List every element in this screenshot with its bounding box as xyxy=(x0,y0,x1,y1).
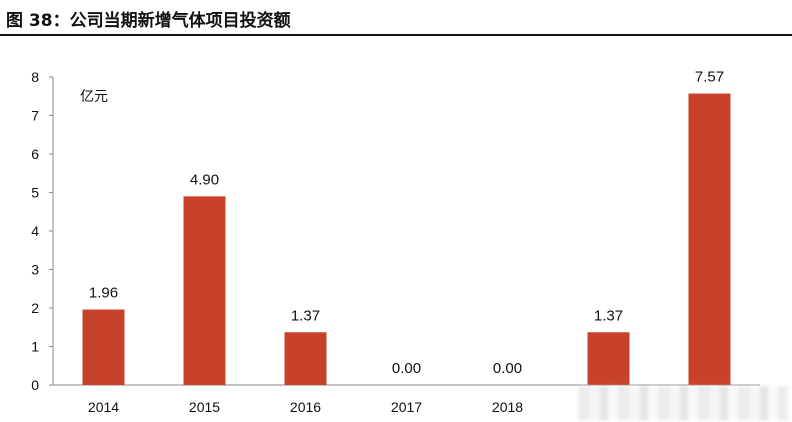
bar-value-label: 0.00 xyxy=(493,360,522,377)
watermark-blur xyxy=(578,386,788,420)
y-tick-label: 0 xyxy=(31,377,39,393)
title-divider xyxy=(0,34,792,36)
y-tick-label: 6 xyxy=(31,146,39,162)
y-tick-label: 5 xyxy=(31,185,39,201)
y-tick-label: 1 xyxy=(31,339,39,355)
y-tick-label: 7 xyxy=(31,108,39,124)
bar xyxy=(688,93,731,386)
bar-value-label: 7.57 xyxy=(695,69,724,86)
bar-value-label: 4.90 xyxy=(190,171,219,188)
bar xyxy=(284,332,327,385)
x-category-label: 2018 xyxy=(492,399,523,415)
y-unit-label: 亿元 xyxy=(80,89,108,105)
x-category-label: 2017 xyxy=(391,399,422,415)
x-category-label: 2016 xyxy=(290,399,321,415)
bar xyxy=(82,309,125,385)
bar xyxy=(183,196,226,385)
chart-axes xyxy=(49,76,760,386)
y-tick-label: 2 xyxy=(31,300,39,316)
chart-labels: 0 1 2 3 4 5 6 7 8 亿元 1.96 2014 4.90 2015 1.37 2016 0.00 2… xyxy=(31,69,724,415)
figure-title: 图 38：公司当期新增气体项目投资额 xyxy=(6,11,291,31)
bar xyxy=(587,332,630,385)
bar-value-label: 1.96 xyxy=(89,285,118,302)
bar-value-label: 1.37 xyxy=(594,307,623,324)
x-category-label: 2014 xyxy=(88,399,119,415)
y-tick-label: 8 xyxy=(31,69,39,85)
bar-value-label: 0.00 xyxy=(392,360,421,377)
y-tick-label: 3 xyxy=(31,262,39,278)
bar-value-label: 1.37 xyxy=(291,307,320,324)
chart-bars xyxy=(82,93,731,386)
y-tick-label: 4 xyxy=(31,223,39,239)
x-category-label: 2015 xyxy=(189,399,220,415)
